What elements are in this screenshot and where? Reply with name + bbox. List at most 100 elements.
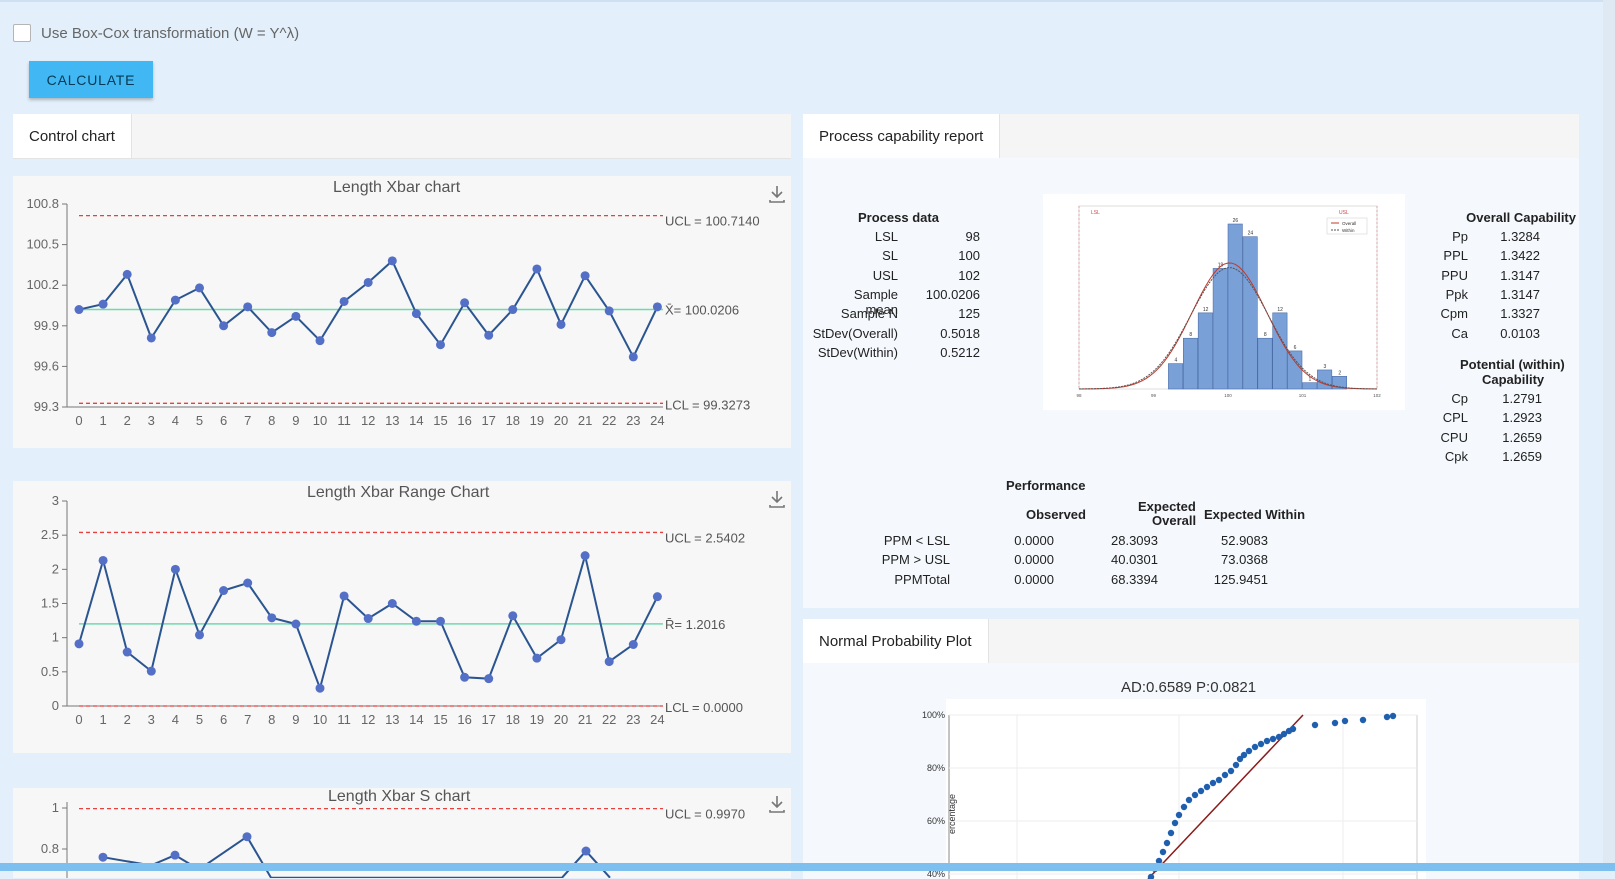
row-value: 102 [958,267,980,283]
data-point [484,674,494,684]
boxcox-option[interactable]: Use Box-Cox transformation (W = Y^λ) [13,24,299,42]
tab-normal-plot[interactable]: Normal Probability Plot [803,619,989,663]
row-label: SL [882,248,898,264]
data-point [580,271,590,281]
x-tick-label: 98 [1076,393,1082,398]
x-tick-label: 13 [385,413,399,428]
x-tick-label: 0 [75,413,82,428]
data-point [1236,755,1244,763]
x-tick-label: 10 [313,413,327,428]
row-value: 1.2923 [1502,410,1542,426]
y-tick-label: 1 [52,800,59,815]
data-point [1227,767,1235,775]
bar-label: 4 [1174,358,1177,364]
control-chart-panel: Control chart Length Xbar chart 100.8 100… [13,114,791,878]
x-tick-label: 2 [124,413,131,428]
data-point [436,616,445,626]
data-point [363,614,373,624]
row-label: Cpk [1444,448,1468,464]
range-chart: 32.521.510.500 1 2 3 4 5 6 7 8 9 10 11 12 13 14 15 16 17 1… [41,493,745,727]
row-value: 1.3327 [1500,306,1540,322]
lcl-label: LCL = 0.0000 [665,700,743,715]
row-value: 1.2659 [1502,429,1542,445]
lcl-label: LCL = 99.3273 [665,397,750,412]
row-label: StDev(Within) [817,344,898,360]
calculate-button[interactable]: CALCULATE [29,61,153,98]
download-icon[interactable] [767,184,787,204]
row-label: Cp [1451,391,1468,406]
data-point [219,586,229,596]
row-value: 1.3147 [1500,286,1540,302]
data-point [170,564,180,574]
y-axis-label: ercentage [947,794,957,834]
bar-label: 3 [1323,364,1326,370]
x-tick-label: 9 [292,712,299,727]
x-tick-label: 9 [292,413,299,428]
histogram-bar [1272,312,1288,390]
data-point [170,850,180,860]
row-label: Pp [1452,229,1468,244]
perf-expected-within: 52.9083 [1221,533,1268,548]
x-tick-label: 18 [506,413,520,428]
histogram-bar [1287,350,1303,390]
data-point [1209,779,1217,787]
perf-row-label: PPMTotal [894,571,950,587]
tab-capability-report[interactable]: Process capability report [803,114,1001,158]
data-point [1245,747,1253,755]
bar-label: 6 [1294,345,1297,351]
data-point [484,330,494,340]
y-tick-label: 100.2 [26,277,59,292]
histogram-bar [1317,369,1333,390]
boxcox-checkbox[interactable] [13,24,31,42]
ucl-label: UCL = 100.7140 [665,214,760,229]
bar-label: 8 [1189,332,1192,338]
bar-label: 12 [1203,307,1209,313]
perf-row-label: PPM > USL [881,552,950,568]
data-point [1359,716,1367,724]
data-point [460,298,470,308]
data-point [242,832,252,842]
row-label: Cpm [1440,306,1468,322]
x-tick-label: 101 [1299,393,1307,398]
row-label: Sample N [840,306,898,322]
y-tick-label: 1.5 [41,596,59,611]
normal-probability-plot: 100%80%60%40%ercentage [922,699,1426,879]
histogram-bar [1197,312,1213,390]
data-point [1251,743,1259,751]
y-tick-label: 100% [922,710,945,720]
tab-control-chart[interactable]: Control chart [13,114,132,158]
s-chart-title: Length Xbar S chart [328,788,471,805]
x-tick-label: 17 [481,413,495,428]
y-tick-label: 1 [52,630,59,645]
data-point [1163,839,1171,847]
data-point [1215,776,1223,784]
legend-label: Within [1342,228,1355,233]
x-tick-label: 7 [244,712,251,727]
data-point [556,319,566,329]
perf-expected-overall: 40.0301 [1111,552,1158,568]
download-icon[interactable] [767,794,787,814]
data-point [243,302,253,312]
y-tick-label: 3 [52,493,59,508]
series-line [102,835,611,878]
data-point [195,630,204,640]
potential-capability-title-1: Potential (within) [1460,357,1565,372]
row-label: StDev(Overall) [812,325,898,341]
download-icon[interactable] [767,489,787,509]
data-point [387,599,397,608]
ucl-label: UCL = 0.9970 [665,807,745,822]
y-tick-label: 100.5 [26,237,59,252]
x-tick-label: 12 [361,712,375,727]
x-tick-label: 6 [220,413,227,428]
scrollbar[interactable] [1603,0,1615,871]
center-label: X̄= 100.0206 [665,302,739,317]
data-point [339,591,349,601]
usl-label: USL [1339,210,1349,216]
x-tick-label: 6 [220,712,227,727]
top-divider [0,0,1615,2]
row-value: 100.0206 [925,286,980,302]
lsl-label: LSL [1091,210,1100,216]
data-point [243,578,253,588]
process-data-title: Process data [858,210,939,225]
